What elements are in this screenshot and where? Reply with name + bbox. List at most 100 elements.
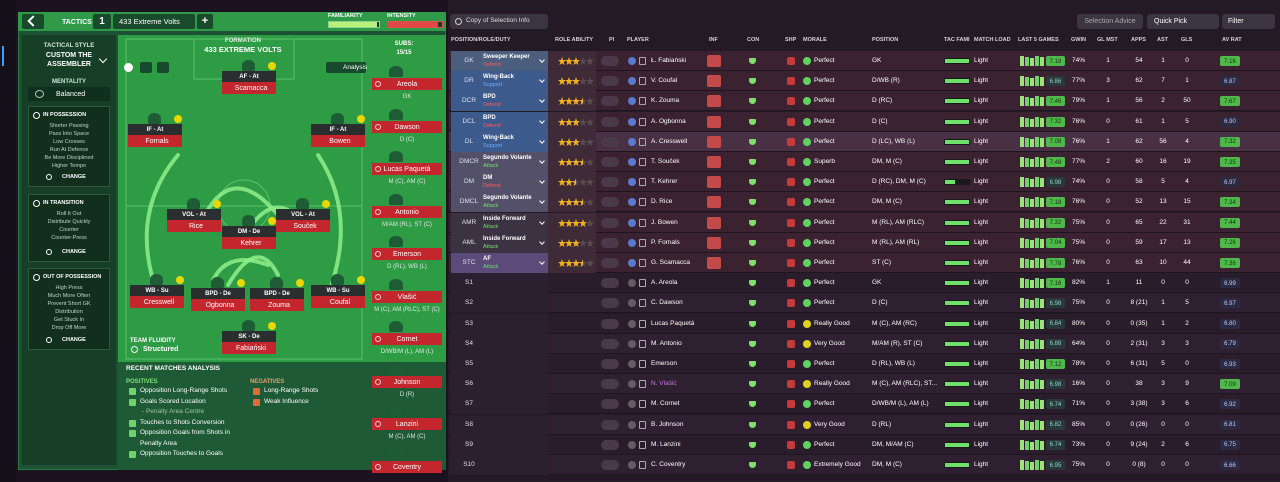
view-select[interactable] <box>450 14 548 29</box>
form-rating: 7.46 <box>1049 98 1062 105</box>
goals: 2 <box>1185 319 1189 327</box>
player-name[interactable]: A. Cresswell <box>651 137 688 145</box>
player-name[interactable]: Emerson <box>651 360 678 367</box>
condition-icon <box>749 340 756 347</box>
name-tag[interactable] <box>250 299 304 311</box>
player-name[interactable]: T. Souček <box>651 158 680 165</box>
name-tag[interactable] <box>128 135 182 147</box>
change-icon <box>46 337 52 343</box>
table-row[interactable] <box>449 71 1280 92</box>
inf-badge <box>707 135 721 148</box>
form-bar <box>1035 197 1039 208</box>
sharpness-icon <box>787 137 795 146</box>
table-row[interactable] <box>449 293 1280 314</box>
table-row[interactable] <box>449 414 1280 435</box>
match-load: Light <box>974 259 989 266</box>
table-row[interactable] <box>449 172 1280 193</box>
player-name[interactable]: A. Areola <box>651 279 678 287</box>
condition-icon <box>749 98 756 105</box>
sub-name-tag[interactable] <box>372 418 442 430</box>
player-name[interactable]: D. Rice <box>651 198 673 206</box>
morale-text: Perfect <box>814 97 835 105</box>
role-ability-stars <box>558 178 594 187</box>
table-row[interactable] <box>449 374 1280 395</box>
table-row[interactable] <box>449 232 1280 253</box>
change-button[interactable]: CHANGE <box>62 337 86 343</box>
player-name[interactable]: C. Dawson <box>651 299 683 307</box>
sub-name-tag[interactable] <box>372 163 442 175</box>
add-button[interactable] <box>197 14 213 29</box>
table-row[interactable] <box>449 455 1280 475</box>
table-row[interactable] <box>449 192 1280 213</box>
name-tag[interactable] <box>222 237 276 249</box>
table-row[interactable] <box>449 313 1280 334</box>
star <box>558 218 566 227</box>
filter-button[interactable] <box>1222 14 1275 29</box>
appearances: 52 <box>1135 198 1143 206</box>
player-name[interactable]: P. Fornals <box>651 238 680 246</box>
appearances: 3 (38) <box>1130 400 1148 408</box>
name-tag[interactable] <box>311 296 365 308</box>
player-name[interactable]: K. Zouma <box>651 97 680 105</box>
table-row[interactable] <box>449 131 1280 152</box>
change-button[interactable]: CHANGE <box>62 249 86 255</box>
player-name[interactable]: V. Coufal <box>651 77 678 85</box>
table-row[interactable] <box>449 273 1280 294</box>
player-name[interactable]: N. Vlašić <box>651 380 677 388</box>
table-row[interactable] <box>449 91 1280 112</box>
morale-text: Very Good <box>814 339 845 347</box>
table-row[interactable] <box>449 152 1280 172</box>
name-tag[interactable] <box>311 135 365 147</box>
name-tag[interactable] <box>191 299 245 311</box>
name-tag[interactable] <box>130 296 184 308</box>
player-name[interactable]: A. Ogbonna <box>651 117 686 125</box>
table-row[interactable] <box>449 51 1280 71</box>
table-row[interactable] <box>449 253 1280 273</box>
player-name[interactable]: Lucas Paquetá <box>651 319 695 327</box>
mentality-select[interactable] <box>28 87 110 101</box>
table-row[interactable] <box>449 333 1280 354</box>
player-name[interactable]: G. Scamacca <box>651 259 691 266</box>
role-cell <box>451 374 548 395</box>
sub-name-tag[interactable] <box>372 375 442 388</box>
player-name[interactable]: B. Johnson <box>651 420 684 428</box>
name-tag[interactable] <box>167 220 221 232</box>
change-button[interactable]: CHANGE <box>62 174 86 180</box>
sub-name-tag[interactable] <box>372 290 442 303</box>
sub-name-tag[interactable] <box>372 248 442 260</box>
player-name[interactable]: T. Kehrer <box>651 178 678 186</box>
player-name[interactable]: C. Coventry <box>651 461 686 468</box>
player-name[interactable]: Ł. Fabiański <box>651 57 687 64</box>
player-name[interactable]: M. Cornet <box>651 400 680 408</box>
player-name[interactable]: J. Bowen <box>651 218 678 226</box>
table-row[interactable] <box>449 394 1280 415</box>
back-button[interactable] <box>22 14 44 29</box>
name-tag[interactable] <box>276 220 330 232</box>
morale-icon <box>803 339 811 348</box>
name-tag[interactable] <box>222 82 276 94</box>
analysis-button[interactable] <box>326 62 366 73</box>
average-rating: 7.16 <box>1224 58 1236 65</box>
table-row[interactable] <box>449 111 1280 132</box>
tactic-select[interactable] <box>113 14 195 29</box>
player-name[interactable]: M. Antonio <box>651 339 682 347</box>
role-ability-stars <box>558 57 594 65</box>
instruction-item: High Press <box>55 285 83 291</box>
sub-name-tag[interactable] <box>372 120 442 133</box>
table-row[interactable] <box>449 354 1280 374</box>
pi-toggle <box>601 177 619 188</box>
advice-button[interactable] <box>1077 14 1143 29</box>
sub-name-tag[interactable] <box>372 460 442 473</box>
quick-pick-button[interactable] <box>1147 14 1219 29</box>
sub-name-tag[interactable] <box>372 78 442 90</box>
name-tag[interactable] <box>222 342 276 354</box>
average-rating: 6.81 <box>1224 422 1236 429</box>
player-name[interactable]: M. Lanzini <box>651 440 681 448</box>
table-row[interactable] <box>449 212 1280 233</box>
table-row[interactable] <box>449 434 1280 455</box>
sub-name-tag[interactable] <box>372 205 442 218</box>
role-cell <box>451 131 548 152</box>
sub-name-tag[interactable] <box>372 333 442 345</box>
goals-mistakes: 0 <box>1106 198 1110 206</box>
sub-icon <box>375 336 381 342</box>
